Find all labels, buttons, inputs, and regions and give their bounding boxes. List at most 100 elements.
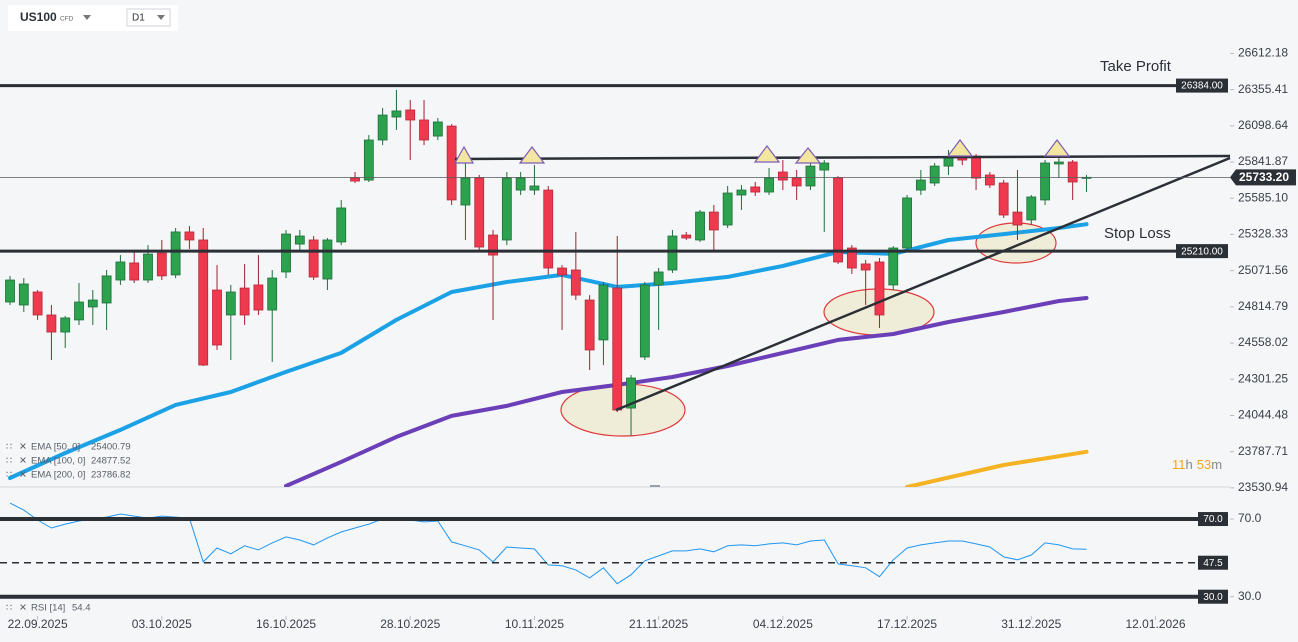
trend-line [615,156,1231,412]
countdown-minutes: 53 [1197,457,1211,472]
legend-value: 25400.79 [91,442,131,453]
candle-body [308,239,319,278]
candle-body [833,177,843,263]
legend-value: 23786.82 [91,470,131,481]
candle-body [777,171,788,181]
resistance-line [454,154,1231,161]
rsi-level-label: 30.0 [1203,592,1223,603]
last-price-tag [1230,169,1296,186]
candle-body [736,189,747,196]
candle-body [819,162,830,171]
candle-body [846,247,857,269]
candle-body [143,253,153,281]
candle-body [639,284,650,358]
marker-triangle [453,145,475,164]
candle-body [929,165,940,184]
candle-body [971,155,981,179]
annotation: Take Profit [1100,58,1172,75]
marker-triangle [518,146,546,164]
drawings: 26384.00 25210.00 Take Profit Stop Loss [0,58,1231,412]
candle-body [667,235,678,271]
candle-body [405,109,416,121]
candle-body [18,283,29,306]
candle-body [294,235,305,245]
candle-body [612,287,623,411]
legend-close[interactable]: ✕ [19,456,27,467]
symbol-bar: US100 CFD D1 [8,5,178,31]
candle-body [101,275,112,304]
candle-body [1053,161,1064,165]
timeframe[interactable]: D1 [132,13,145,24]
x-tick-label: 17.12.2025 [877,617,937,631]
candle-body [115,261,126,281]
legend-icon: ∷ [6,442,12,453]
x-tick-label: 31.12.2025 [1001,617,1061,631]
candle-body [281,233,291,273]
x-tick-label: 04.12.2025 [753,617,813,631]
symbol-dropdown[interactable] [83,15,91,20]
symbol[interactable]: US100 [20,10,57,24]
candle-body [998,182,1009,216]
countdown-unit: h [1186,457,1193,472]
candle-body [74,301,84,321]
timeframe-dropdown[interactable] [157,15,165,20]
candle-body [225,291,236,316]
legend-close[interactable]: ✕ [19,470,27,481]
candle-body [943,156,954,167]
countdown: 11h 53m [1172,457,1222,472]
marker-triangle [753,145,781,163]
y-tick-label: 23787.71 [1238,444,1288,458]
candle-body [198,239,209,366]
candle-body [708,211,719,231]
candle-body [5,279,15,303]
y-tick-label: 23530.94 [1238,480,1288,494]
candle-body [253,284,264,311]
candle-body [184,231,195,241]
candle-body [377,114,388,141]
highlight-ellipse [560,383,686,437]
marker-triangle [946,139,974,157]
pane-resize-handle[interactable] [650,485,660,487]
price-level-label: 25210.00 [1181,246,1223,257]
rsi-level-tag [1198,512,1228,527]
y-tick-label: 26355.41 [1238,82,1288,96]
candle-body [419,119,429,141]
ema-line [905,449,1089,487]
y-tick-label: 25585.10 [1238,190,1288,204]
x-tick-label: 21.11.2025 [629,617,688,631]
candle-body [46,314,57,333]
candle-body [791,177,802,187]
timeframe-box[interactable] [126,8,171,27]
candle-body [501,177,512,241]
legend-name: RSI [14] [31,603,65,614]
legend-icon: ∷ [6,603,12,614]
axes: 26612.18 26355.41 26098.64 25841.87 25585.10… [0,46,1296,631]
x-tick-label: 03.10.2025 [132,617,192,631]
y-tick-label: 24301.25 [1238,371,1288,385]
candle-body [570,269,581,296]
candle-body [529,185,540,191]
price-level-tag [1176,78,1228,93]
candle-body [212,289,222,346]
candle-body [860,263,871,271]
candle-body [722,192,733,226]
candle-body [32,291,43,316]
candle-body [156,252,167,277]
candle-body [363,139,374,181]
legend-close[interactable]: ✕ [19,442,27,453]
candle-body [336,207,347,243]
y-tick-label: 25071.56 [1238,263,1288,277]
candle-body [888,247,899,286]
candle-body [267,277,278,311]
legend-name: EMA [50, 0] [31,442,80,453]
x-tick-label: 12.01.2026 [1125,617,1185,631]
candle-body [805,165,816,187]
legend-value: 24877.52 [91,456,131,467]
candle-body [653,271,664,286]
x-tick-label: 10.11.2025 [505,617,564,631]
candle-body [543,189,554,269]
y-tick-label: 26098.64 [1238,118,1288,132]
x-tick-label: 22.09.2025 [8,617,68,631]
candle-body [598,284,609,341]
legend-close[interactable]: ✕ [19,603,27,614]
